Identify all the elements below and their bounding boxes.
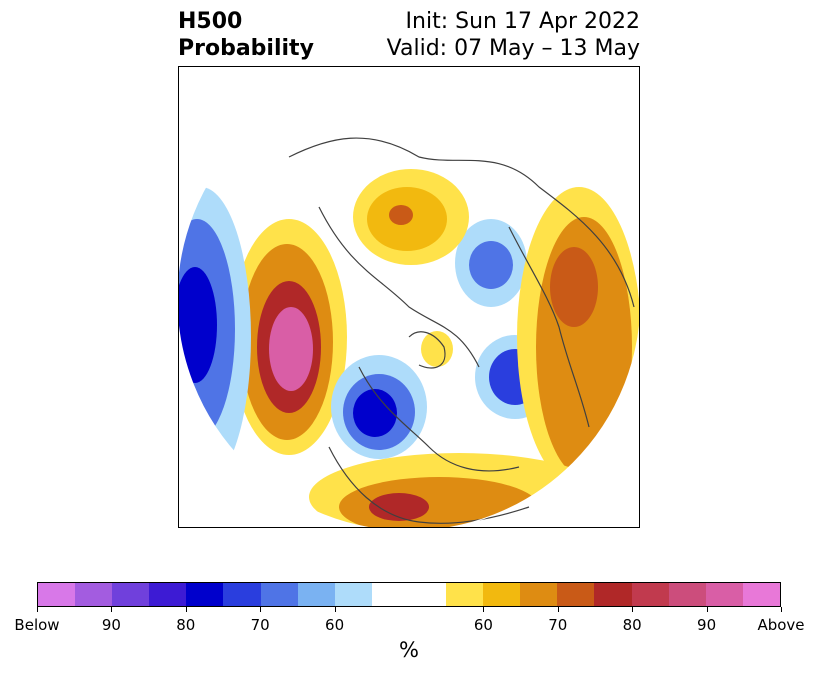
below-region-siberia-core: [469, 241, 513, 289]
colorbar-tick-label: 90: [101, 616, 121, 634]
colorbar-tick-label: Above: [757, 616, 805, 634]
colorbar-tick: [260, 607, 262, 612]
colorbar-segment: [112, 583, 150, 606]
probability-map: [178, 66, 640, 528]
colorbar-tick: [632, 607, 634, 612]
colorbar-tick-label: 60: [325, 616, 345, 634]
colorbar-segment: [38, 583, 76, 606]
map-canvas: [179, 67, 639, 527]
map-title: H500 Probability: [178, 8, 314, 62]
below-region-canada-core: [353, 389, 397, 437]
colorbar-tick-label: 70: [548, 616, 568, 634]
colorbar-segment: [260, 583, 298, 606]
colorbar-segment: [483, 583, 521, 606]
above-region-europe-strong: [550, 247, 598, 327]
coastlines: [288, 137, 635, 524]
colorbar-unit: %: [399, 638, 419, 662]
colorbar-tick-label: Below: [14, 616, 60, 634]
colorbar-tick-label: 80: [176, 616, 196, 634]
colorbar-tick: [185, 607, 187, 612]
colorbar-segment: [446, 583, 484, 606]
colorbar-segment: [75, 583, 113, 606]
title-variable: H500: [178, 9, 243, 34]
title-product: Probability: [178, 36, 314, 61]
colorbar-tick-label: 60: [473, 616, 493, 634]
colorbar-segment: [149, 583, 187, 606]
colorbar-tick: [111, 607, 113, 612]
colorbar-segment: [297, 583, 335, 606]
colorbar-tick-label: 70: [250, 616, 270, 634]
colorbar-tick: [334, 607, 336, 612]
colorbar-segment: [334, 583, 372, 606]
above-region-arctic-core: [389, 205, 413, 225]
colorbar-tick: [557, 607, 559, 612]
above-region-us-core: [369, 493, 429, 521]
colorbar-segment: [594, 583, 632, 606]
above-region-pacific-core: [269, 307, 313, 391]
colorbar-tick: [781, 607, 782, 612]
arctic-neutral: [393, 285, 465, 349]
colorbar-tick: [706, 607, 708, 612]
colorbar-segment: [408, 583, 447, 606]
colorbar-segment: [223, 583, 261, 606]
init-date: Init: Sun 17 Apr 2022: [405, 9, 640, 34]
map-dates: Init: Sun 17 Apr 2022 Valid: 07 May – 13…: [387, 8, 640, 62]
colorbar-tick: [37, 607, 38, 612]
colorbar-segment: [371, 583, 409, 606]
colorbar-segment: [668, 583, 706, 606]
colorbar-segment: [631, 583, 669, 606]
colorbar-segment: [557, 583, 595, 606]
colorbar-tick-label: 80: [622, 616, 642, 634]
colorbar-segment: [705, 583, 743, 606]
colorbar-tick-label: 90: [697, 616, 717, 634]
above-region-hudson: [421, 331, 453, 367]
valid-date: Valid: 07 May – 13 May: [386, 36, 640, 61]
colorbar-segment: [742, 583, 780, 606]
colorbar: [37, 582, 781, 607]
colorbar-tick: [483, 607, 485, 612]
colorbar-segment: [186, 583, 224, 606]
colorbar-segment: [520, 583, 558, 606]
